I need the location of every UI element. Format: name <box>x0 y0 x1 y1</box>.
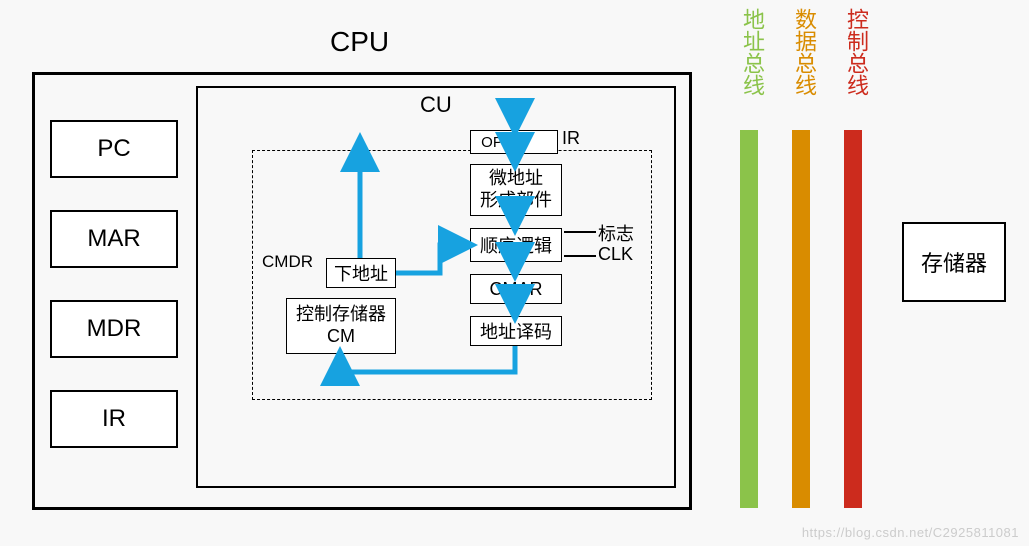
microaddress-unit: 微地址 形成部件 <box>470 164 562 216</box>
cmdr-label: CMDR <box>262 252 313 272</box>
control-memory-label-2: CM <box>327 326 355 348</box>
control-memory-label-1: 控制存储器 <box>296 304 386 326</box>
address-decode-label: 地址译码 <box>480 318 552 344</box>
cmar-label: CMAR <box>490 279 543 300</box>
clk-label: CLK <box>598 244 633 265</box>
register-pc: PC <box>50 120 178 178</box>
register-label: MAR <box>87 225 140 253</box>
op-blank-field <box>514 130 558 154</box>
register-label: IR <box>102 405 126 433</box>
next-address: 下地址 <box>326 258 396 288</box>
microaddress-label-1: 微地址 <box>489 168 543 190</box>
ir-field-label: IR <box>562 128 580 149</box>
register-ir: IR <box>50 390 178 448</box>
op-field: OP <box>470 130 514 154</box>
memory: 存储器 <box>902 222 1006 302</box>
op-label: OP <box>481 134 503 151</box>
data-bus <box>792 130 810 508</box>
cmar: CMAR <box>470 274 562 304</box>
cu-label: CU <box>420 92 452 118</box>
memory-label: 存储器 <box>921 246 987 278</box>
microaddress-label-2: 形成部件 <box>480 190 552 212</box>
sequential-logic-label: 顺序逻辑 <box>480 232 552 258</box>
address-bus-label: 地址总线 <box>736 8 768 96</box>
control-memory: 控制存储器 CM <box>286 298 396 354</box>
register-mar: MAR <box>50 210 178 268</box>
flag-label: 标志 <box>598 220 634 246</box>
sequential-logic: 顺序逻辑 <box>470 228 562 262</box>
address-bus <box>740 130 758 508</box>
control-bus <box>844 130 862 508</box>
next-address-label: 下地址 <box>334 260 388 286</box>
control-bus-label: 控制总线 <box>840 8 872 96</box>
register-label: PC <box>97 135 130 163</box>
register-mdr: MDR <box>50 300 178 358</box>
watermark: https://blog.csdn.net/C2925811081 <box>802 525 1019 540</box>
address-decode: 地址译码 <box>470 316 562 346</box>
register-label: MDR <box>87 315 142 343</box>
microprogram-box <box>252 150 652 400</box>
cpu-title: CPU <box>330 26 389 58</box>
data-bus-label: 数据总线 <box>788 8 820 96</box>
